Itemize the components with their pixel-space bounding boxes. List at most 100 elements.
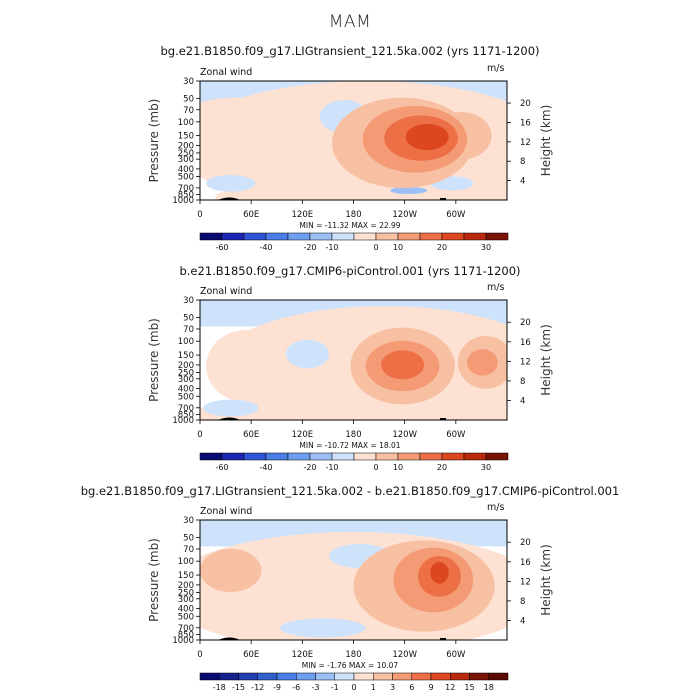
colorbar-tick-label: 12: [445, 683, 455, 692]
pressure-tick-label: 50: [183, 94, 194, 104]
lon-tick-label: 0: [197, 210, 202, 220]
colorbar-tick-label: -18: [213, 683, 226, 692]
colorbar-swatch: [243, 452, 267, 461]
pressure-tick-label: 500: [178, 172, 194, 182]
lon-tick-label: 60W: [446, 210, 466, 220]
colorbar-tick-label: 3: [390, 683, 395, 692]
colorbar-tick-label: -10: [325, 463, 338, 472]
contour-region: [215, 178, 507, 200]
colorbar-swatch: [199, 672, 220, 681]
colorbar-swatch: [441, 452, 465, 461]
contour-region: [467, 349, 498, 376]
height-tick-label: 16: [520, 558, 531, 568]
lon-tick-label: 120W: [392, 210, 417, 220]
field-label: Zonal wind: [200, 67, 252, 78]
pressure-tick-label: 30: [183, 516, 194, 526]
panel-3: 3050701001502002503004005007008501000201…: [147, 502, 553, 692]
height-tick-label: 8: [520, 157, 525, 167]
colorbar-swatch: [334, 672, 355, 681]
colorbar-swatch: [331, 452, 355, 461]
height-tick-label: 16: [520, 118, 531, 128]
topography: [440, 638, 446, 640]
height-tick-label: 20: [520, 318, 531, 328]
colorbar-swatch: [199, 452, 223, 461]
colorbar-tick-label: 30: [481, 243, 491, 252]
pressure-tick-label: 300: [178, 595, 194, 605]
pressure-tick-label: 50: [183, 313, 194, 323]
panel-1-field: [200, 81, 507, 200]
units-label: m/s: [487, 282, 504, 293]
pressure-tick-label: 30: [183, 296, 194, 306]
height-tick-label: 4: [520, 616, 525, 626]
pressure-tick-label: 700: [178, 404, 194, 414]
colorbar-tick-label: -40: [259, 243, 272, 252]
left-axis-label: Pressure (mb): [147, 538, 161, 622]
colorbar-swatch: [287, 232, 311, 241]
colorbar-swatch: [309, 452, 333, 461]
colorbar-swatch: [331, 232, 355, 241]
colorbar-tick-label: -1: [331, 683, 339, 692]
colorbar-tick-label: -10: [325, 243, 338, 252]
colorbar-swatch: [243, 232, 267, 241]
panel-2-field: [200, 300, 507, 420]
lon-tick-label: 180: [345, 210, 361, 220]
pressure-tick-label: 70: [183, 106, 194, 116]
colorbar-tick-label: 18: [484, 683, 494, 692]
colorbar-swatch: [397, 452, 421, 461]
units-label: m/s: [487, 63, 504, 74]
lon-tick-label: 60E: [243, 430, 259, 440]
panel-1: 3050701001502002503004005007008501000201…: [147, 63, 553, 252]
colorbar-tick-label: 0: [351, 683, 356, 692]
stats-label: MIN = -10.72 MAX = 18.01: [299, 441, 400, 450]
panel-3-field: [200, 520, 507, 640]
colorbar-tick-label: -20: [303, 243, 316, 252]
pressure-tick-label: 1000: [172, 416, 194, 426]
colorbar-swatch: [265, 452, 289, 461]
colorbar-swatch: [221, 232, 245, 241]
pressure-tick-label: 150: [178, 351, 194, 361]
field-label: Zonal wind: [200, 286, 252, 297]
colorbar-tick-label: -3: [312, 683, 320, 692]
field-label: Zonal wind: [200, 506, 252, 517]
stats-label: MIN = -11.32 MAX = 22.99: [299, 221, 400, 230]
colorbar-swatch: [419, 452, 443, 461]
colorbar-tick-label: 10: [393, 243, 403, 252]
colorbar-tick-label: -12: [251, 683, 264, 692]
contour-region: [381, 350, 425, 380]
colorbar-swatch: [397, 232, 421, 241]
colorbar-swatch: [485, 452, 509, 461]
height-tick-label: 4: [520, 396, 525, 406]
colorbar-tick-label: -40: [259, 463, 272, 472]
colorbar-swatch: [276, 672, 297, 681]
colorbar-swatch: [257, 672, 278, 681]
pressure-tick-label: 200: [178, 581, 194, 591]
topography: [218, 197, 240, 200]
pressure-tick-label: 70: [183, 545, 194, 555]
colorbar-tick-label: 30: [481, 463, 491, 472]
lon-tick-label: 120E: [292, 210, 314, 220]
colorbar-swatch: [353, 232, 377, 241]
height-tick-label: 12: [520, 577, 531, 587]
colorbar-swatch: [219, 672, 239, 681]
lon-tick-label: 60W: [446, 430, 466, 440]
pressure-tick-label: 400: [178, 165, 194, 175]
height-tick-label: 8: [520, 597, 525, 607]
pressure-tick-label: 300: [178, 375, 194, 385]
lon-tick-label: 120W: [392, 430, 417, 440]
pressure-tick-label: 250: [178, 369, 194, 379]
height-tick-label: 20: [520, 538, 531, 548]
height-tick-label: 20: [520, 99, 531, 109]
pressure-tick-label: 200: [178, 141, 194, 151]
colorbar-tick-label: 0: [373, 243, 378, 252]
pressure-tick-label: 30: [183, 77, 194, 87]
colorbar-tick-label: 10: [393, 463, 403, 472]
pressure-tick-label: 250: [178, 149, 194, 159]
lon-tick-label: 0: [197, 650, 202, 660]
panel2-title: b.e21.B1850.f09_g17.CMIP6-piControl.001 …: [179, 264, 521, 278]
lon-tick-label: 60E: [243, 650, 259, 660]
colorbar-swatch: [373, 672, 393, 681]
colorbar-swatch: [485, 232, 509, 241]
contour-region: [430, 562, 449, 584]
pressure-tick-label: 700: [178, 184, 194, 194]
pressure-tick-label: 250: [178, 589, 194, 599]
